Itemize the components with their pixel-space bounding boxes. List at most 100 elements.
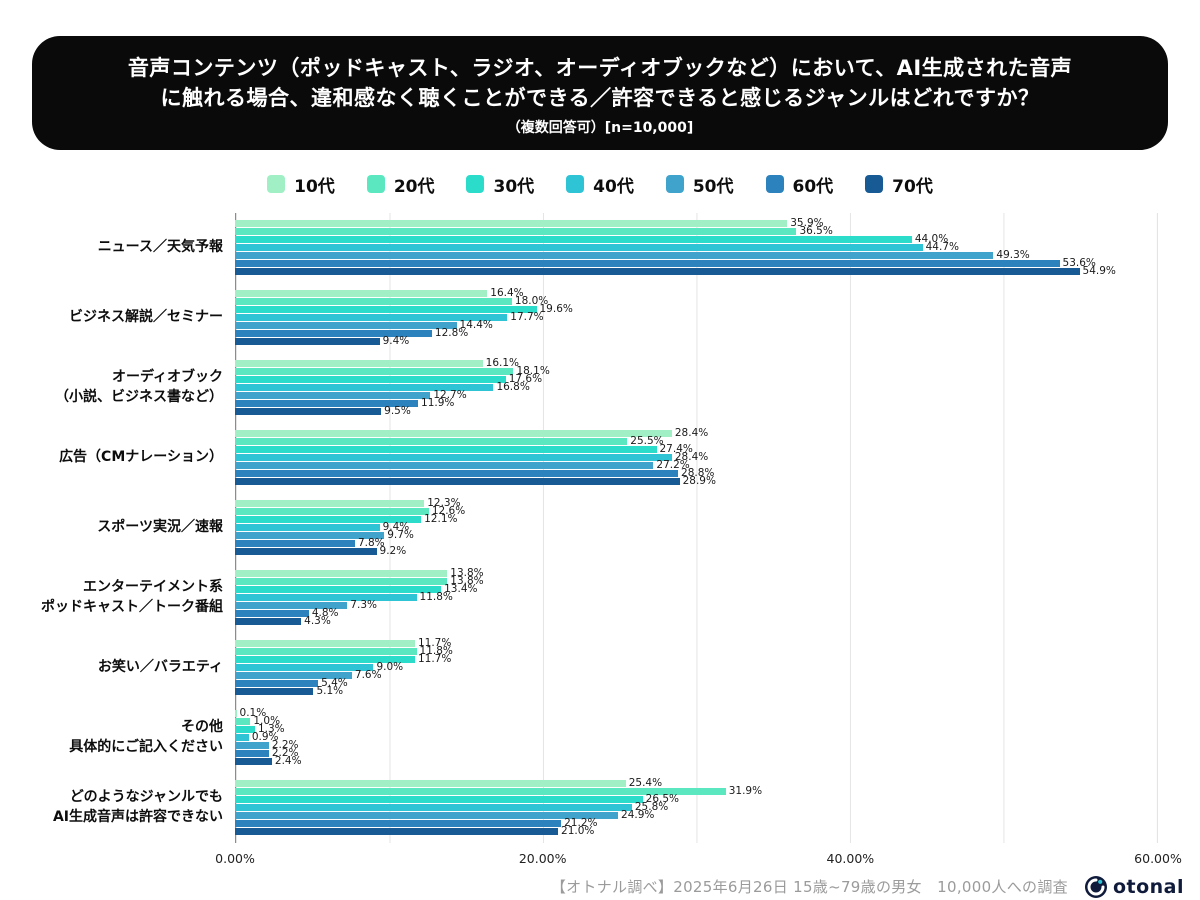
bar-row: 21.2%: [235, 817, 1158, 830]
bar-20代: [235, 508, 429, 516]
value-label: 28.9%: [682, 475, 716, 488]
bar-50代: [235, 602, 348, 610]
bar-10代: [235, 640, 415, 648]
bar-70代: [235, 828, 559, 836]
bar-row: 17.6%: [235, 374, 1158, 385]
bar-40代: [235, 804, 632, 812]
value-label: 9.4%: [382, 335, 410, 348]
bar-20代: [235, 648, 417, 656]
value-label: 28.4%: [674, 451, 709, 464]
value-label: 4.3%: [304, 615, 331, 628]
value-label: 12.8%: [434, 327, 469, 340]
chart-row: ニュース／天気予報 35.9% 36.5% 44.0% 44.7% 49.3% 53.6% 5…: [30, 213, 1158, 283]
value-label: 4.8%: [311, 607, 339, 620]
bar-50代: [235, 812, 619, 820]
value-label: 11.8%: [419, 591, 453, 604]
bar-group: 16.1% 18.1% 17.6% 16.8% 12.7% 11.9% 9.5%: [235, 358, 1158, 417]
bar-row: 7.3%: [235, 600, 1158, 611]
bar-group: 0.1% 1.0% 1.3% 0.9% 2.2% 2.2% 2.4%: [235, 708, 1158, 768]
bar-row: 24.9%: [235, 810, 1158, 821]
value-label: 9.2%: [379, 545, 407, 558]
value-label: 49.3%: [996, 249, 1030, 262]
legend-item-60代: 60代: [765, 172, 833, 197]
bar-row: 9.4%: [235, 522, 1158, 533]
bar-row: 0.1%: [235, 708, 1158, 719]
legend-swatch: [267, 175, 286, 194]
value-label: 27.4%: [659, 443, 693, 456]
value-label: 12.7%: [433, 389, 467, 402]
value-label: 14.4%: [459, 319, 493, 332]
bar-row: 28.4%: [235, 427, 1158, 440]
value-label: 2.4%: [274, 755, 302, 768]
bar-row: 2.4%: [235, 755, 1158, 768]
bar-30代: [235, 586, 442, 594]
value-label: 28.4%: [674, 427, 709, 440]
bar-60代: [235, 540, 355, 548]
bar-row: 13.8%: [235, 575, 1158, 588]
bar-row: 36.5%: [235, 225, 1158, 238]
bar-30代: [235, 376, 506, 384]
bar-row: 19.6%: [235, 304, 1158, 315]
chart-row: スポーツ実況／速報 12.3% 12.6% 12.1% 9.4% 9.7% 7.8% 9.2%: [30, 493, 1158, 563]
bar-60代: [235, 260, 1060, 268]
category-label: その他 具体的にご記入ください: [69, 719, 223, 755]
bar-50代: [235, 252, 994, 260]
value-label: 12.3%: [427, 497, 461, 510]
bar-row: 14.4%: [235, 319, 1158, 332]
bar-group: 11.7% 11.8% 11.7% 9.0% 7.6% 5.4% 5.1%: [235, 637, 1158, 697]
bar-row: 1.0%: [235, 716, 1158, 727]
legend-swatch: [466, 175, 485, 194]
bar-70代: [235, 618, 302, 626]
value-label: 1.3%: [257, 723, 285, 736]
legend-item-70代: 70代: [865, 172, 933, 197]
value-label: 26.5%: [645, 793, 680, 806]
bar-row: 26.5%: [235, 793, 1158, 806]
bar-row: 17.7%: [235, 312, 1158, 323]
value-label: 44.7%: [925, 241, 959, 254]
value-label: 21.2%: [564, 817, 598, 830]
bar-row: 13.8%: [235, 568, 1158, 579]
legend-label: 70代: [892, 176, 933, 197]
value-label: 9.7%: [387, 529, 414, 542]
legend-swatch: [566, 175, 585, 194]
value-label: 36.5%: [799, 225, 833, 238]
bar-group: 12.3% 12.6% 12.1% 9.4% 9.7% 7.8% 9.2%: [235, 497, 1158, 558]
bar-20代: [235, 438, 628, 446]
bar-row: 12.7%: [235, 389, 1158, 402]
bar-40代: [235, 594, 417, 602]
bar-20代: [235, 298, 512, 306]
bar-row: 9.0%: [235, 662, 1158, 673]
bar-10代: [235, 500, 425, 508]
bar-50代: [235, 392, 431, 400]
value-label: 13.8%: [450, 575, 484, 588]
bar-40代: [235, 384, 494, 392]
bar-row: 12.8%: [235, 327, 1158, 340]
bar-row: 18.1%: [235, 366, 1158, 377]
bar-60代: [235, 330, 432, 338]
bar-row: 16.1%: [235, 358, 1158, 369]
value-label: 16.8%: [496, 381, 530, 394]
value-label: 28.8%: [681, 467, 715, 480]
legend-swatch: [865, 175, 884, 194]
bar-row: 28.8%: [235, 467, 1158, 480]
bar-row: 9.7%: [235, 529, 1158, 542]
value-label: 2.2%: [271, 739, 299, 752]
bar-70代: [235, 758, 272, 766]
bar-row: 1.3%: [235, 723, 1158, 736]
bar-row: 27.2%: [235, 460, 1158, 471]
value-label: 25.5%: [630, 435, 664, 448]
bar-50代: [235, 322, 457, 330]
title-note: （複数回答可）[n=10,000]: [506, 119, 694, 136]
value-label: 11.7%: [417, 637, 452, 650]
legend-swatch: [366, 175, 385, 194]
category-label: スポーツ実況／速報: [97, 519, 223, 536]
category-label: お笑い／バラエティ: [97, 659, 223, 676]
bar-group: 35.9% 36.5% 44.0% 44.7% 49.3% 53.6% 54.9%: [235, 218, 1158, 277]
value-label: 53.6%: [1062, 257, 1096, 270]
bar-60代: [235, 610, 309, 618]
legend-label: 50代: [692, 176, 734, 197]
bar-40代: [235, 244, 923, 252]
chart-row: エンターテイメント系 ポッドキャスト／トーク番組 13.8% 13.8% 13.4% 1…: [30, 563, 1158, 633]
chart-title: 音声コンテンツ（ポッドキャスト、ラジオ、オーディオブックなど）において、AI生成…: [32, 36, 1168, 150]
bar-row: 44.7%: [235, 241, 1158, 254]
